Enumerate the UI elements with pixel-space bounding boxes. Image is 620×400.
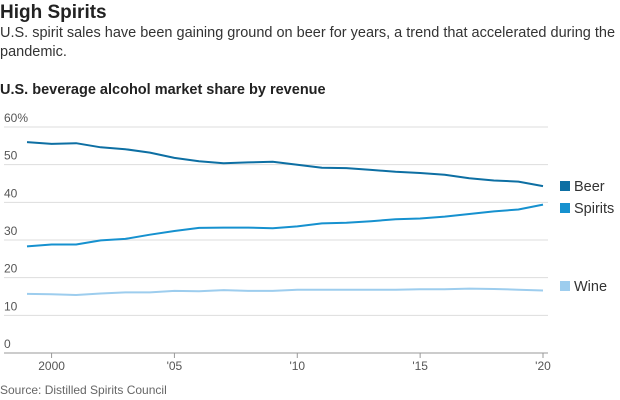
y-tick-label: 20 bbox=[4, 262, 18, 276]
x-tick-label: '10 bbox=[289, 359, 305, 373]
y-tick-label: 30 bbox=[4, 224, 18, 238]
y-tick-label: 40 bbox=[4, 186, 18, 200]
chart-title: U.S. beverage alcohol market share by re… bbox=[0, 82, 326, 98]
series-line-beer bbox=[26, 141, 544, 188]
page-title: High Spirits bbox=[0, 2, 107, 23]
legend-swatch-beer bbox=[560, 181, 570, 191]
subtitle: U.S. spirit sales have been gaining grou… bbox=[0, 25, 616, 60]
source-note: Source: Distilled Spirits Council bbox=[0, 383, 167, 397]
x-tick-label: '05 bbox=[167, 359, 183, 373]
x-tick-label: '15 bbox=[412, 359, 428, 373]
legend-swatch-wine bbox=[560, 281, 570, 291]
legend-swatch-spirits bbox=[560, 203, 570, 213]
legend-label-wine: Wine bbox=[574, 279, 607, 295]
legend-label-beer: Beer bbox=[574, 179, 605, 195]
series-line-wine bbox=[26, 287, 544, 296]
y-tick-label: 10 bbox=[4, 299, 18, 313]
x-tick-label: 2000 bbox=[38, 359, 65, 373]
series-line-spirits bbox=[26, 203, 544, 248]
x-tick-label: '20 bbox=[535, 359, 551, 373]
y-tick-label: 0 bbox=[4, 337, 11, 351]
y-tick-label: 50 bbox=[4, 149, 18, 163]
legend-label-spirits: Spirits bbox=[574, 201, 614, 217]
y-tick-label: 60% bbox=[4, 111, 28, 125]
